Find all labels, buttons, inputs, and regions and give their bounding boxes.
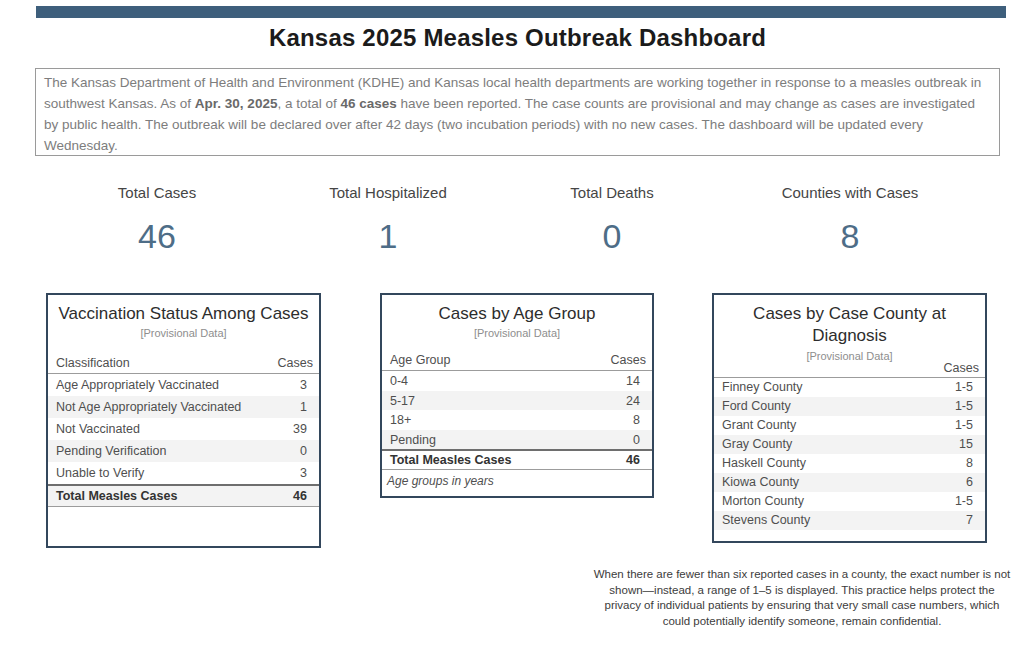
row-label: Haskell County [722,456,806,470]
page-title: Kansas 2025 Measles Outbreak Dashboard [0,24,1035,52]
row-label: Pending [390,433,436,447]
table-bottom-rule [48,506,319,507]
table-total-row[interactable]: Total Measles Cases 46 [48,484,319,506]
row-label: Stevens County [722,513,810,527]
kpi-total-deaths: Total Deaths 0 [502,184,722,256]
table-row[interactable]: Age Appropriately Vaccinated 3 [48,374,319,396]
row-label: 18+ [390,413,411,427]
table-row[interactable]: Haskell County 8 [714,454,985,473]
row-label: Morton County [722,494,804,508]
row-label: 5-17 [390,394,415,408]
accent-top-bar [36,6,1006,18]
kpi-value[interactable]: 8 [740,217,960,256]
card-subtitle: [Provisional Data] [382,327,652,339]
row-label: Unable to Verify [56,466,144,480]
row-label: Total Measles Cases [390,453,511,467]
table-rows: Finney County 1-5 Ford County 1-5 Grant … [714,378,985,530]
table-row[interactable]: Pending Verification 0 [48,440,319,462]
row-value: 15 [959,437,973,451]
row-value: 1-5 [955,380,973,394]
row-value: 1-5 [955,494,973,508]
column-header-cases: Cases [278,356,315,370]
kpi-total-hospitalized: Total Hospitalized 1 [278,184,498,256]
row-label: Kiowa County [722,475,799,489]
row-value: 8 [633,413,640,427]
kpi-label: Counties with Cases [740,184,960,201]
age-group-card: Cases by Age Group [Provisional Data] Ag… [380,293,654,498]
table-row[interactable]: Finney County 1-5 [714,378,985,397]
table-row[interactable]: 0-4 14 [382,371,652,391]
dashboard-page: Kansas 2025 Measles Outbreak Dashboard T… [0,0,1035,656]
column-header-cases: Cases [611,353,648,367]
column-header-cases: Cases [714,361,985,378]
card-title: Cases by Age Group [382,303,652,325]
table-row[interactable]: Morton County 1-5 [714,492,985,511]
table-header: Classification Cases [48,354,319,374]
table-header: Age Group Cases [382,351,652,371]
vaccination-status-card: Vaccination Status Among Cases [Provisio… [46,293,321,548]
table-row[interactable]: Not Age Appropriately Vaccinated 1 [48,396,319,418]
intro-text-box: The Kansas Department of Health and Envi… [35,68,1000,156]
age-footnote: Age groups in years [382,470,652,488]
row-label: Finney County [722,380,803,394]
row-value: 1-5 [955,399,973,413]
row-value: 46 [626,453,640,467]
table-row[interactable]: Ford County 1-5 [714,397,985,416]
column-header-classification: Classification [56,356,130,370]
row-label: Ford County [722,399,791,413]
table-row[interactable]: Grant County 1-5 [714,416,985,435]
row-label: Gray County [722,437,792,451]
kpi-total-cases: Total Cases 46 [47,184,267,256]
row-value: 8 [966,456,973,470]
table-row[interactable]: Not Vaccinated 39 [48,418,319,440]
intro-cases-bold: 46 cases [340,96,396,111]
table-row[interactable]: Pending 0 [382,430,652,450]
row-value: 0 [633,433,640,447]
kpi-label: Total Hospitalized [278,184,498,201]
kpi-value[interactable]: 0 [502,217,722,256]
county-card: Cases by Case County at Diagnosis [Provi… [712,293,987,543]
row-value: 1-5 [955,418,973,432]
row-label: Age Appropriately Vaccinated [56,378,219,392]
row-value: 1 [300,400,307,414]
column-header-age-group: Age Group [390,353,450,367]
row-value: 3 [300,466,307,480]
kpi-label: Total Cases [47,184,267,201]
table-total-row[interactable]: Total Measles Cases 46 [382,449,652,469]
row-value: 24 [626,394,640,408]
row-value: 6 [966,475,973,489]
table-row[interactable]: Kiowa County 6 [714,473,985,492]
row-value: 3 [300,378,307,392]
row-label: Not Vaccinated [56,422,140,436]
row-label: Pending Verification [56,444,167,458]
table-row[interactable]: Gray County 15 [714,435,985,454]
table-row[interactable]: 18+ 8 [382,410,652,430]
row-value: 7 [966,513,973,527]
table-rows: 0-4 14 5-17 24 18+ 8 Pending 0 Total Mea… [382,371,652,469]
intro-date-bold: Apr. 30, 2025 [195,96,278,111]
kpi-label: Total Deaths [502,184,722,201]
card-subtitle: [Provisional Data] [48,327,319,339]
row-value: 46 [293,489,307,503]
row-value: 0 [300,444,307,458]
row-label: 0-4 [390,374,408,388]
card-title: Vaccination Status Among Cases [48,303,319,325]
row-label: Not Age Appropriately Vaccinated [56,400,241,414]
row-label: Grant County [722,418,796,432]
intro-text-2: , a total of [277,96,340,111]
row-label: Total Measles Cases [56,489,177,503]
card-title: Cases by Case County at Diagnosis [714,303,985,348]
table-row[interactable]: 5-17 24 [382,391,652,411]
privacy-disclaimer: When there are fewer than six reported c… [590,567,1014,629]
kpi-value[interactable]: 46 [47,217,267,256]
table-row[interactable]: Stevens County 7 [714,511,985,530]
row-value: 39 [293,422,307,436]
table-rows: Age Appropriately Vaccinated 3 Not Age A… [48,374,319,506]
kpi-value[interactable]: 1 [278,217,498,256]
row-value: 14 [626,374,640,388]
table-row[interactable]: Unable to Verify 3 [48,462,319,484]
kpi-counties-with-cases: Counties with Cases 8 [740,184,960,256]
